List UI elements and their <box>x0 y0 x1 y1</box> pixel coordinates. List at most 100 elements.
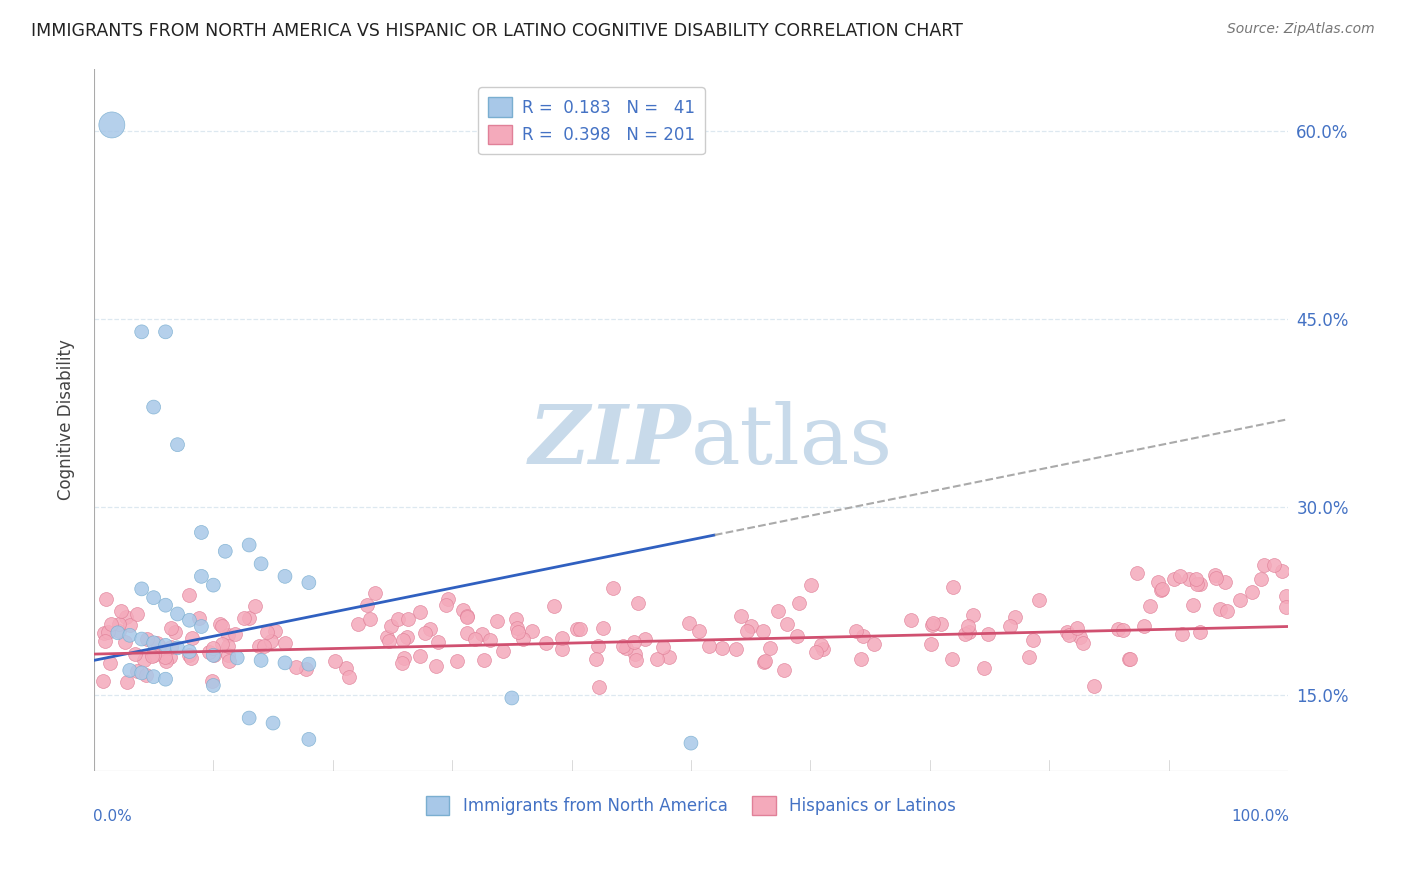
Point <box>730 609 752 624</box>
Point <box>141 649 163 664</box>
Point <box>166 640 188 655</box>
Point <box>159 649 181 664</box>
Point <box>697 639 720 653</box>
Point <box>101 118 124 132</box>
Point <box>1229 593 1251 607</box>
Point <box>146 636 169 650</box>
Point <box>155 654 177 668</box>
Point <box>1139 599 1161 613</box>
Point <box>131 665 153 680</box>
Point <box>125 607 148 621</box>
Point <box>114 635 136 649</box>
Point <box>392 632 415 647</box>
Point <box>226 651 249 665</box>
Point <box>91 673 114 688</box>
Point <box>920 637 942 651</box>
Point <box>446 654 468 668</box>
Point <box>766 604 789 618</box>
Point <box>124 647 146 661</box>
Point <box>409 648 432 663</box>
Point <box>1178 572 1201 586</box>
Point <box>425 659 447 673</box>
Point <box>179 644 201 658</box>
Point <box>436 591 458 606</box>
Text: IMMIGRANTS FROM NORTH AMERICA VS HISPANIC OR LATINO COGNITIVE DISABILITY CORRELA: IMMIGRANTS FROM NORTH AMERICA VS HISPANI… <box>31 22 963 40</box>
Point <box>1107 622 1129 636</box>
Point <box>359 612 381 626</box>
Point <box>409 605 432 619</box>
Point <box>977 627 1000 641</box>
Point <box>179 588 201 602</box>
Point <box>863 637 886 651</box>
Point <box>1171 626 1194 640</box>
Point <box>645 652 668 666</box>
Point <box>1004 609 1026 624</box>
Point <box>941 652 963 666</box>
Point <box>202 648 225 663</box>
Point <box>456 609 478 624</box>
Point <box>142 670 165 684</box>
Point <box>1028 593 1050 607</box>
Point <box>142 591 165 605</box>
Point <box>160 640 183 655</box>
Point <box>957 624 980 639</box>
Point <box>551 642 574 657</box>
Point <box>1119 652 1142 666</box>
Point <box>758 641 780 656</box>
Point <box>142 400 165 414</box>
Point <box>163 625 186 640</box>
Point <box>506 621 529 635</box>
Point <box>1275 589 1298 603</box>
Point <box>179 613 201 627</box>
Point <box>624 647 647 661</box>
Point <box>773 663 796 677</box>
Point <box>155 325 177 339</box>
Point <box>472 653 495 667</box>
Point <box>586 639 609 653</box>
Point <box>274 656 297 670</box>
Point <box>754 654 776 668</box>
Point <box>395 630 418 644</box>
Point <box>131 582 153 596</box>
Point <box>1018 650 1040 665</box>
Point <box>224 627 246 641</box>
Point <box>501 690 523 705</box>
Point <box>356 599 378 613</box>
Point <box>506 624 529 639</box>
Point <box>592 621 614 635</box>
Point <box>1066 621 1088 635</box>
Point <box>136 632 159 646</box>
Point <box>1168 568 1191 582</box>
Point <box>335 661 357 675</box>
Point <box>1263 558 1285 572</box>
Point <box>238 611 260 625</box>
Point <box>810 638 832 652</box>
Point <box>284 659 307 673</box>
Point <box>1209 602 1232 616</box>
Point <box>811 642 834 657</box>
Point <box>380 618 402 632</box>
Point <box>247 640 270 654</box>
Point <box>115 610 138 624</box>
Point <box>392 651 415 665</box>
Point <box>1069 630 1091 644</box>
Point <box>1250 572 1272 586</box>
Point <box>253 639 276 653</box>
Point <box>962 608 984 623</box>
Point <box>614 641 637 656</box>
Text: Source: ZipAtlas.com: Source: ZipAtlas.com <box>1227 22 1375 37</box>
Point <box>294 662 316 676</box>
Point <box>752 624 775 639</box>
Point <box>217 628 239 642</box>
Text: atlas: atlas <box>690 401 893 481</box>
Point <box>419 622 441 636</box>
Point <box>852 629 875 643</box>
Point <box>652 640 675 654</box>
Point <box>110 604 132 618</box>
Point <box>108 624 131 638</box>
Text: ZIP: ZIP <box>529 401 690 481</box>
Point <box>118 628 141 642</box>
Point <box>238 711 260 725</box>
Point <box>634 632 657 646</box>
Point <box>378 633 401 648</box>
